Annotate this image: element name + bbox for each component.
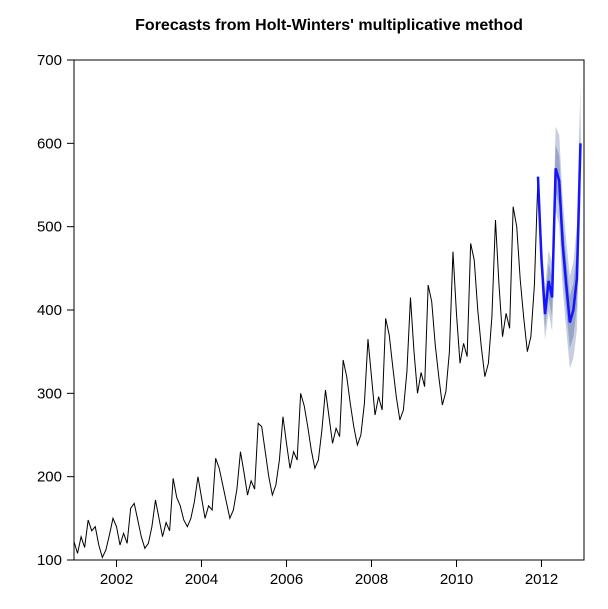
y-tick-label: 700 [37, 52, 62, 69]
x-tick-label: 2008 [355, 571, 388, 588]
y-tick-label: 300 [37, 385, 62, 402]
x-tick-label: 2006 [270, 571, 303, 588]
y-tick-label: 600 [37, 135, 62, 152]
chart-title: Forecasts from Holt-Winters' multiplicat… [135, 17, 523, 34]
y-tick-label: 500 [37, 219, 62, 236]
y-tick-label: 400 [37, 302, 62, 319]
y-tick-label: 200 [37, 469, 62, 486]
x-tick-label: 2012 [525, 571, 558, 588]
y-tick-label: 100 [37, 552, 62, 569]
x-tick-label: 2004 [185, 571, 218, 588]
x-tick-label: 2010 [440, 571, 473, 588]
x-tick-label: 2002 [100, 571, 133, 588]
chart-container: Forecasts from Holt-Winters' multiplicat… [0, 0, 608, 609]
chart-svg: Forecasts from Holt-Winters' multiplicat… [0, 0, 608, 609]
